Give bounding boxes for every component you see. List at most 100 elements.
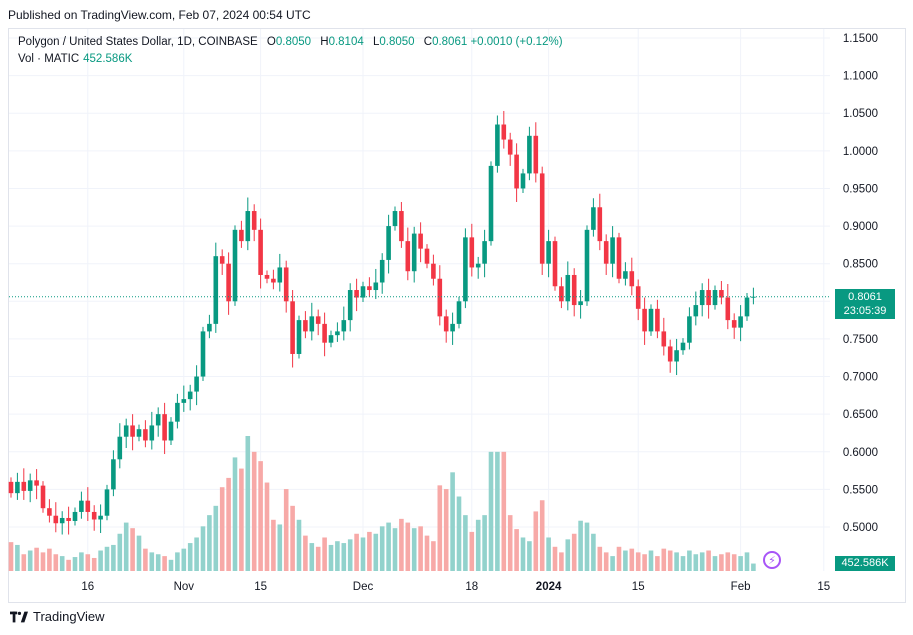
volume-bar [386,522,391,571]
volume-bar [315,546,321,571]
volume-bar [136,535,142,571]
y-tick-label: 0.6500 [843,409,878,421]
candle-body [136,429,142,437]
close-label: C [423,36,433,48]
volume-bar [539,500,545,571]
candle-body [277,267,283,283]
volume-bar [616,546,622,571]
candle-body [290,301,295,354]
volume-tag: 452.586K [835,556,895,571]
candle-body [443,316,449,332]
volume-bar [47,548,52,571]
volume-bar [507,515,513,571]
candle-body [264,274,270,279]
volume-bar [399,518,404,571]
candle-body [674,350,679,362]
candle-body [680,342,686,351]
candle-body [149,425,155,441]
volume-bar [405,522,411,571]
candle-body [539,173,545,264]
candle-body [66,517,71,521]
candle-body [187,391,193,400]
volume-bar [85,554,91,571]
volume-bar [72,557,78,571]
volume-bar [8,542,14,571]
volume-bar [277,524,283,571]
volume-bar [232,457,238,571]
time-axis: 16 Nov 15 Dec 18 2024 15 Feb 15 [81,581,830,593]
candle-body [603,241,609,264]
candle-body [219,256,225,264]
footer-brand: TradingView [33,609,105,624]
x-tick-label: Feb [731,581,751,593]
candle-body [303,320,308,332]
candle-body [712,290,718,306]
volume-bar [21,554,27,571]
candle-body [162,414,167,441]
volume-bar [411,528,417,571]
candle-body [315,316,321,324]
candle-body [507,139,513,155]
volume-bar [251,451,257,571]
volume-bar [360,537,366,571]
candles [8,110,756,535]
volume-bar [443,489,449,571]
candle-body [584,229,590,302]
volume-bar [219,487,225,571]
candle-body [437,278,443,317]
volume-bar [175,552,180,571]
candle-body [91,511,97,520]
candle-body [411,233,417,272]
last-price-tag: 0.8061 23:05:39 [835,288,895,319]
y-tick-label: 1.0000 [843,146,878,158]
volume-bar [514,529,519,571]
high-label: H [320,36,329,48]
volume-bar [501,451,507,571]
candle-body [648,308,654,332]
volume-bar [475,519,481,571]
candle-body [655,308,660,332]
volume-bar [53,554,59,571]
candle-body [616,237,622,279]
volume-bar [354,533,359,571]
volume-bar [123,522,129,571]
candle-body [296,320,302,354]
x-tick-label: 2024 [536,581,562,593]
volume-bar [744,552,750,571]
candle-body [431,263,436,279]
volume-bar [168,559,174,571]
candle-body [725,297,731,321]
low-label: L [372,36,380,48]
volume-bar [597,546,603,571]
volume-bar [603,552,609,571]
volume-bar [335,541,340,571]
volume-bar [463,515,468,571]
candle-body [59,517,65,524]
volume-bar [578,520,583,571]
chart-frame[interactable] [8,28,906,603]
candle-body [104,489,110,516]
volume-bar [379,526,385,571]
candle-body [367,286,372,291]
candle-body [475,263,481,268]
y-tick-label: 0.7000 [843,372,878,384]
volume-bar [181,548,187,571]
candle-body [565,274,571,302]
candle-body [386,226,391,260]
volume-bar [373,533,379,571]
volume-bar [661,548,667,571]
candle-body [283,267,289,302]
candle-body [527,135,532,174]
last-price-value: 0.8061 [848,290,882,303]
candle-body [687,316,692,343]
candle-body [27,480,33,491]
lightning-icon[interactable]: ⚡ [763,551,781,569]
candle-body [667,346,673,362]
open-value: 0.8050 [275,36,312,48]
volume-bar [674,552,679,571]
candle-body [354,290,359,298]
y-tick-label: 0.8500 [843,259,878,271]
candle-body [424,248,430,264]
volume-bar [66,559,71,571]
